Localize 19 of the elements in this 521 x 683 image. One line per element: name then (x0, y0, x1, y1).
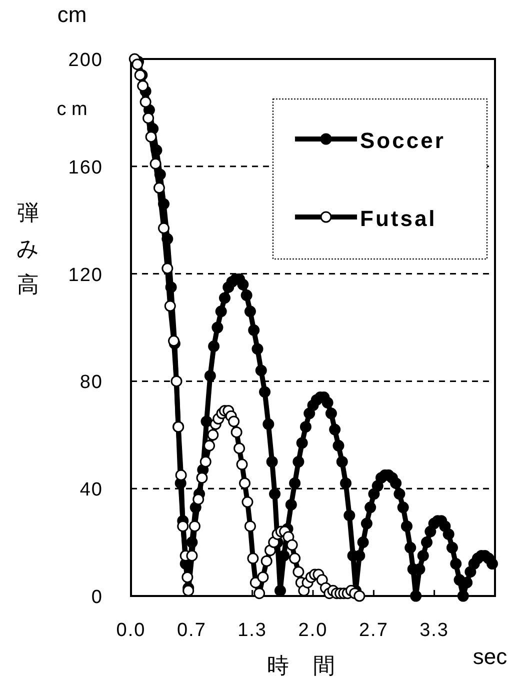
x-axis-title: 時間 (267, 653, 359, 678)
legend-label: Futsal (360, 206, 437, 231)
text: c m (56, 99, 88, 120)
x-tick-label: 2.7 (358, 620, 388, 641)
text: cm (57, 2, 87, 27)
x-tick-label: 0.7 (176, 620, 206, 641)
x-tick-label: 3.3 (420, 620, 450, 641)
y-tick-label: 120 (68, 264, 103, 286)
x-tick-label: 2.0 (298, 620, 328, 641)
x-tick-label: 0.0 (116, 620, 146, 641)
y-tick-label: 0 (91, 587, 103, 608)
legend-label: Soccer (360, 128, 446, 153)
y-axis-title: 弾み高 (16, 200, 40, 297)
y-tick-label: 80 (80, 372, 103, 394)
x-tick-label: 1.3 (238, 620, 268, 641)
y-tick-label: 40 (80, 480, 103, 501)
y-tick-label: 160 (68, 157, 103, 178)
text: sec (472, 644, 508, 669)
y-tick-label: 200 (68, 50, 103, 71)
